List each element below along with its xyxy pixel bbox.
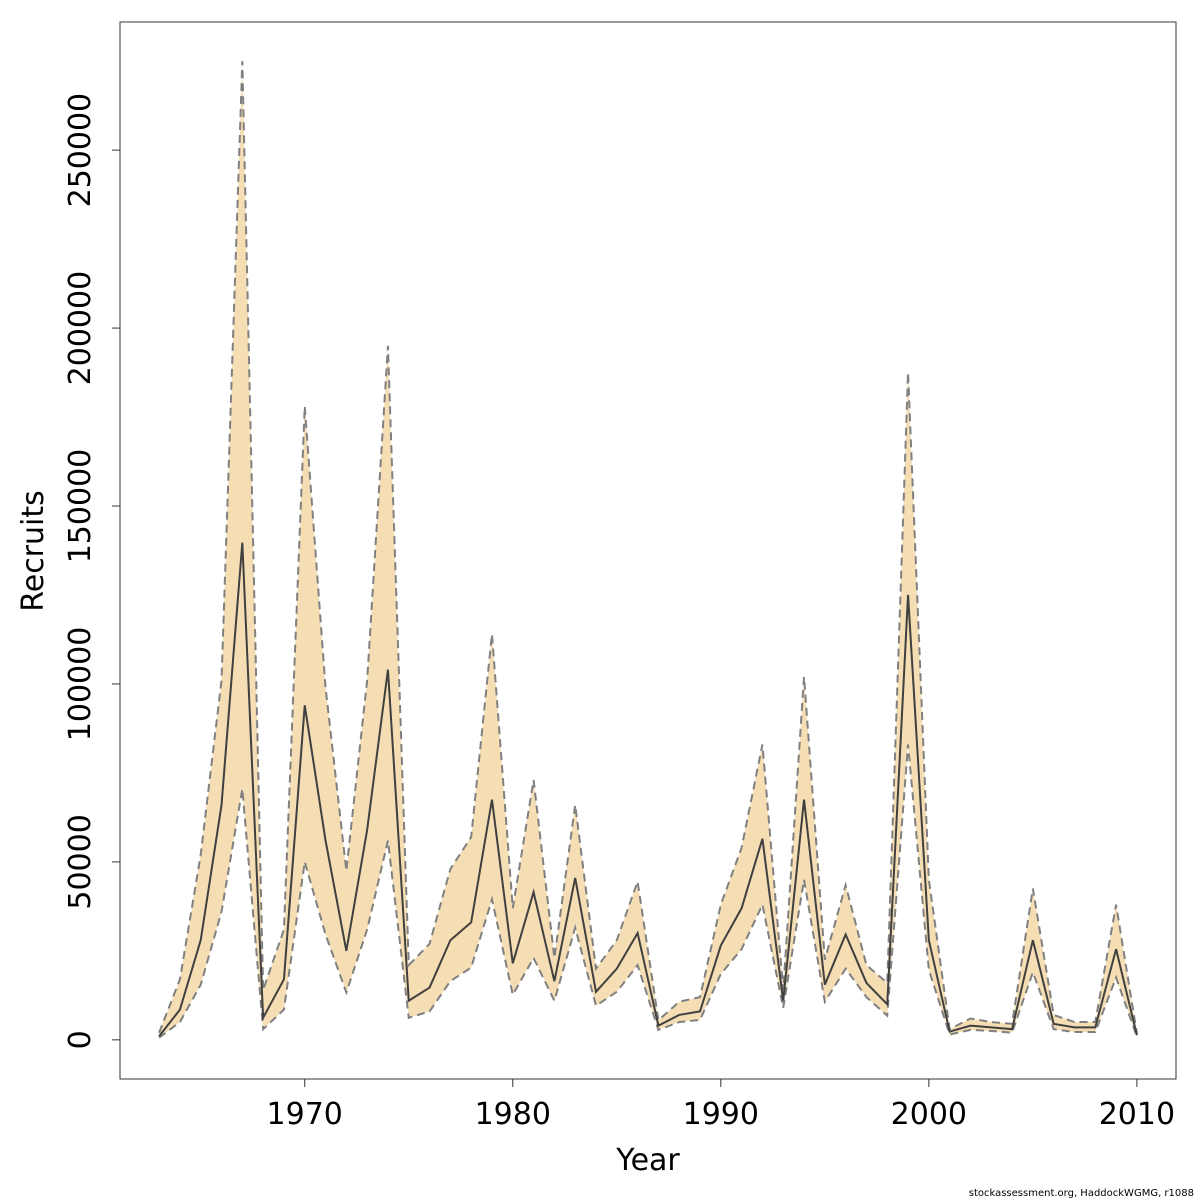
x-axis-label: Year — [615, 1143, 680, 1178]
upper-bound — [158, 61, 1138, 1034]
estimate-line — [158, 542, 1138, 1037]
x-tick-label: 2010 — [1099, 1097, 1175, 1132]
footnote: stockassessment.org, HaddockWGMG, r1088 — [969, 1188, 1194, 1199]
y-tick-label: 0 — [63, 1030, 98, 1049]
x-tick-label: 1980 — [475, 1097, 551, 1132]
plot-frame — [119, 21, 1177, 1080]
y-tick-label: 50000 — [63, 814, 98, 909]
y-tick-label: 100000 — [63, 627, 98, 742]
confidence-band — [159, 61, 1137, 1038]
x-tick-label: 1970 — [267, 1097, 343, 1132]
y-tick-label: 250000 — [63, 93, 98, 208]
y-tick-label: 200000 — [63, 271, 98, 386]
y-axis-label: Recruits — [16, 490, 51, 612]
x-tick-label: 1990 — [683, 1097, 759, 1132]
y-tick-label: 150000 — [63, 449, 98, 564]
x-tick-label: 2000 — [891, 1097, 967, 1132]
